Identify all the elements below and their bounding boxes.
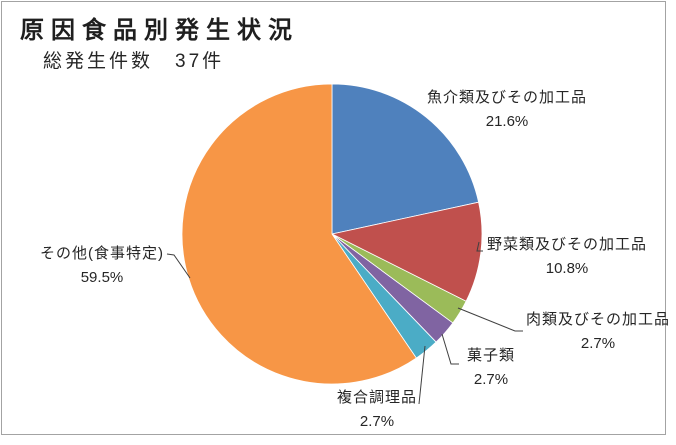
slice-percent-text: 21.6%	[485, 113, 529, 130]
slice-label-text: 野菜類及びその加工品	[486, 236, 648, 253]
slice-percent-text: 2.7%	[359, 413, 395, 430]
slice-label-text: 魚介類及びその加工品	[426, 89, 588, 106]
slice-label-seafood: 魚介類及びその加工品 21.6%	[427, 86, 587, 134]
slice-label-text: 肉類及びその加工品	[525, 311, 671, 328]
slice-label-meat: 肉類及びその加工品 2.7%	[526, 308, 670, 356]
slice-label-confectionery: 菓子類 2.7%	[467, 344, 515, 392]
pie-slice-1	[330, 201, 483, 302]
pie-slice-5	[181, 83, 417, 385]
chart-subtitle: 総発生件数 37件	[43, 51, 225, 72]
slice-label-composite-dish: 複合調理品 2.7%	[337, 386, 417, 434]
slice-label-text: その他(食事特定)	[40, 245, 164, 262]
leader-line-slice-4	[418, 345, 426, 405]
slice-percent-text: 2.7%	[580, 335, 616, 352]
chart-title: 原因食品別発生状況	[20, 17, 299, 44]
slice-label-vegetables: 野菜類及びその加工品 10.8%	[487, 233, 647, 281]
chart-frame: 原因食品別発生状況 総発生件数 37件 魚介類及びその加工品 21.6% 野菜類…	[1, 1, 669, 435]
slice-label-other: その他(食事特定) 59.5%	[40, 242, 164, 290]
pie-slice-0	[331, 83, 480, 235]
leader-line-slice-5	[166, 253, 191, 279]
slice-percent-text: 59.5%	[80, 269, 124, 286]
slice-percent-text: 10.8%	[545, 260, 589, 277]
leader-line-slice-1	[476, 241, 483, 252]
slice-label-text: 菓子類	[466, 347, 516, 364]
leader-line-slice-2	[457, 307, 523, 332]
slice-percent-text: 2.7%	[473, 371, 509, 388]
slice-label-text: 複合調理品	[336, 389, 418, 406]
leader-line-slice-3	[441, 333, 459, 365]
